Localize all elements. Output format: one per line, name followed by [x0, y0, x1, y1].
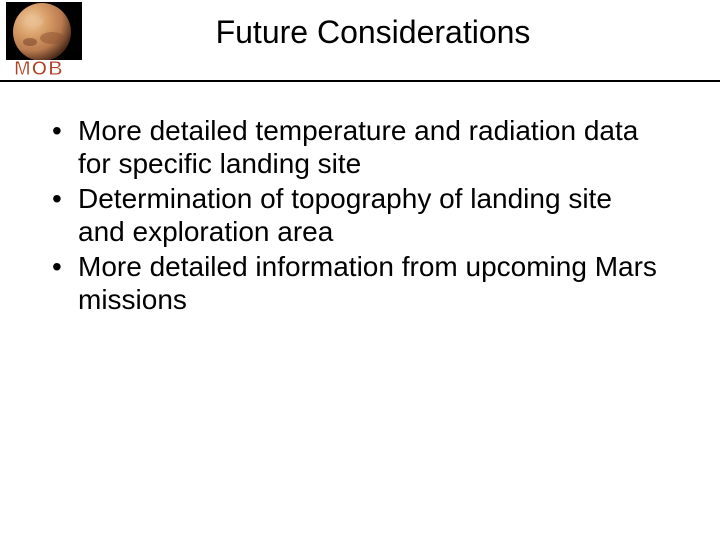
slide-body: More detailed temperature and radiation … — [0, 78, 720, 316]
header-divider — [0, 80, 720, 82]
mars-image — [6, 2, 82, 60]
bullet-list: More detailed temperature and radiation … — [48, 114, 660, 316]
mob-label: MOB — [14, 58, 64, 81]
slide-header: MOB Future Considerations — [0, 0, 720, 78]
list-item: More detailed information from upcoming … — [48, 250, 660, 316]
logo-block: MOB — [6, 2, 86, 79]
slide-title: Future Considerations — [86, 0, 720, 51]
mars-icon — [12, 2, 76, 60]
list-item: Determination of topography of landing s… — [48, 182, 660, 248]
list-item: More detailed temperature and radiation … — [48, 114, 660, 180]
